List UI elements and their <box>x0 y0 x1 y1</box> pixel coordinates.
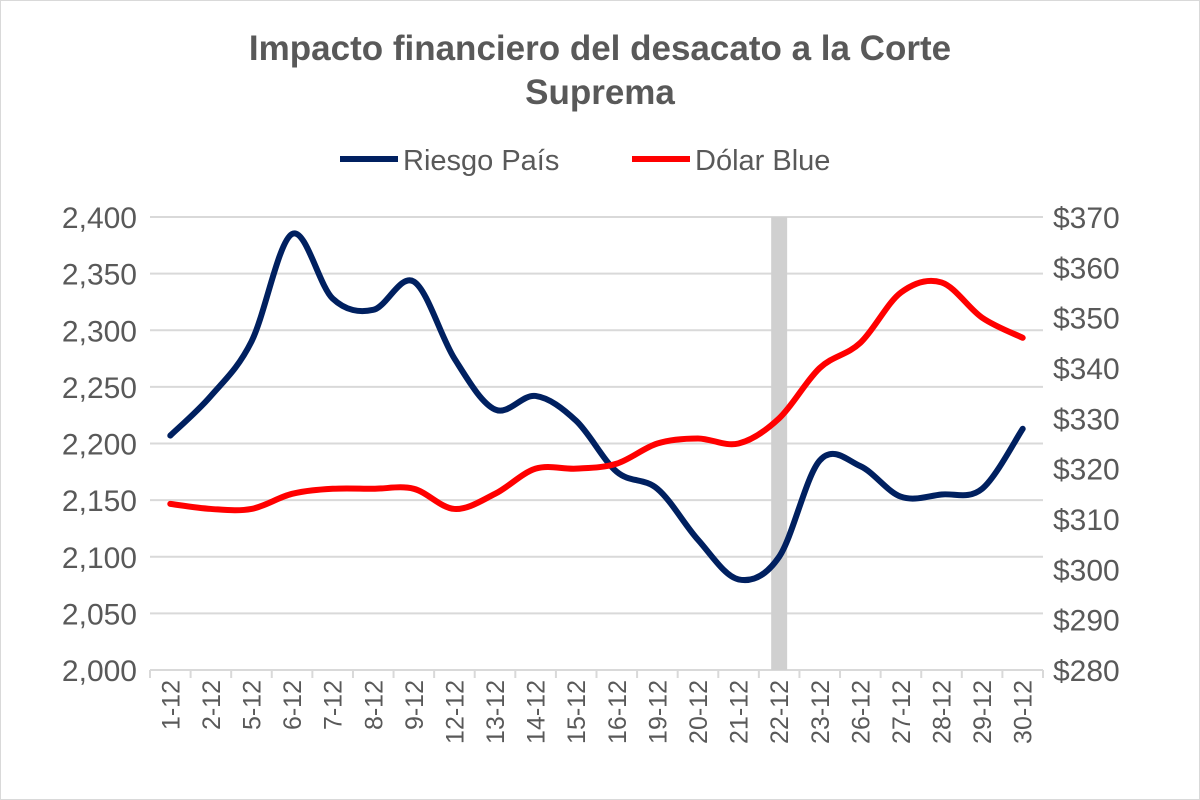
x-tick-label: 1-12 <box>157 680 185 730</box>
y-right-tick-label: $350 <box>1053 303 1120 336</box>
x-tick-label: 29-12 <box>969 680 997 744</box>
x-tick-label: 13-12 <box>482 680 510 744</box>
x-tick-label: 21-12 <box>726 680 754 744</box>
y-right-tick-label: $320 <box>1053 454 1120 487</box>
legend-label-riesgo-pais: Riesgo País <box>403 145 559 177</box>
x-tick-label: 5-12 <box>238 680 266 730</box>
x-tick-label: 30-12 <box>1010 680 1038 744</box>
x-tick-label: 7-12 <box>320 680 348 730</box>
y-right-tick-label: $360 <box>1053 252 1120 285</box>
x-tick-label: 6-12 <box>279 680 307 730</box>
x-tick-label: 23-12 <box>807 680 835 744</box>
y-left-tick-label: 2,350 <box>62 259 137 292</box>
y-right-tick-label: $340 <box>1053 353 1120 386</box>
y-left-tick-label: 2,250 <box>62 372 137 405</box>
x-tick-label: 15-12 <box>563 680 591 744</box>
y-right-tick-label: $330 <box>1053 403 1120 436</box>
y-right-tick-label: $310 <box>1053 504 1120 537</box>
y-right-tick-label: $280 <box>1053 655 1120 688</box>
x-tick-label: 12-12 <box>441 680 469 744</box>
y-right-tick-label: $370 <box>1053 202 1120 235</box>
legend-label-dolar-blue: Dólar Blue <box>695 145 830 177</box>
legend: Riesgo País Dólar Blue <box>340 145 830 177</box>
x-tick-label: 2-12 <box>198 680 226 730</box>
chart-title-line-2: Suprema <box>525 73 675 112</box>
x-tick-label: 20-12 <box>685 680 713 744</box>
y-right-tick-label: $300 <box>1053 554 1120 587</box>
y-left-tick-label: 2,300 <box>62 315 137 348</box>
y-left-tick-label: 2,200 <box>62 429 137 462</box>
x-tick-label: 16-12 <box>604 680 632 744</box>
x-tick-label: 28-12 <box>929 680 957 744</box>
y-left-tick-label: 2,050 <box>62 598 137 631</box>
x-tick-label: 8-12 <box>360 680 388 730</box>
x-tick-label: 22-12 <box>766 680 794 744</box>
chart-title-line-1: Impacto financiero del desacato a la Cor… <box>249 29 951 68</box>
y-left-tick-label: 2,100 <box>62 542 137 575</box>
y-left-tick-label: 2,400 <box>62 202 137 235</box>
y-right-tick-label: $290 <box>1053 605 1120 638</box>
y-left-tick-label: 2,000 <box>62 655 137 688</box>
x-tick-label: 9-12 <box>401 680 429 730</box>
series-line-riesgo-pais <box>167 230 1026 584</box>
x-tick-label: 26-12 <box>847 680 875 744</box>
series-line-dolar-blue <box>167 277 1026 514</box>
x-tick-label: 19-12 <box>644 680 672 744</box>
y-left-tick-label: 2,150 <box>62 485 137 518</box>
event-highlight-bar <box>771 217 788 670</box>
x-tick-label: 14-12 <box>523 680 551 744</box>
x-tick-label: 27-12 <box>888 680 916 744</box>
